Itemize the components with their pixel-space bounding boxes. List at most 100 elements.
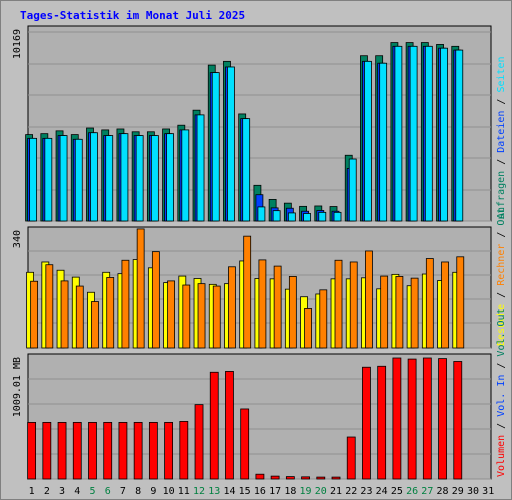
x-tick-label-day-21: 21 <box>330 486 342 497</box>
bar-seiten-day-19 <box>303 213 311 222</box>
legend-out: Out <box>496 208 507 226</box>
bar-rechner-day-13 <box>212 285 221 349</box>
bar-volumen-day-29 <box>453 361 463 480</box>
x-tick-label-day-26: 26 <box>406 486 418 497</box>
x-tick-label-day-20: 20 <box>315 486 327 497</box>
bar-seiten-day-20 <box>318 211 327 222</box>
bar-seiten-day-25 <box>394 45 403 222</box>
legend-besuche: Besuche <box>496 304 507 346</box>
x-tick-label-day-18: 18 <box>284 486 296 497</box>
bar-rechner-day-1 <box>30 280 39 349</box>
legend-text: Anfragen / Dateien / Seiten <box>496 56 507 219</box>
legend-text: Volumen / Vol. In / Vol. Out <box>496 308 507 477</box>
bar-volumen-day-8 <box>133 421 143 480</box>
x-tick-label-day-31: 31 <box>482 486 494 497</box>
bar-volumen-day-10 <box>164 421 173 480</box>
bar-volumen-day-17 <box>270 475 280 480</box>
legend-volumen: Volumen <box>496 435 507 477</box>
x-tick-label-day-17: 17 <box>269 486 281 497</box>
bar-seiten-day-8 <box>135 135 144 222</box>
bar-rechner-day-14 <box>228 266 236 349</box>
legend-anfragen: Anfragen <box>496 171 507 219</box>
bar-rechner-day-5 <box>91 301 99 349</box>
bar-seiten-day-12 <box>196 114 205 222</box>
bar-rechner-day-4 <box>75 285 84 349</box>
x-tick-label-day-30: 30 <box>467 486 479 497</box>
bar-rechner-day-19 <box>304 308 312 349</box>
bar-volumen-day-5 <box>88 421 97 480</box>
bar-volumen-day-13 <box>209 371 219 480</box>
x-tick-label-day-24: 24 <box>376 486 388 497</box>
legend-text: Besuche / Rechner / Out <box>496 208 507 347</box>
bar-rechner-day-25 <box>395 276 404 349</box>
bar-volumen-day-21 <box>331 476 341 480</box>
bar-seiten-day-9 <box>150 135 159 222</box>
bar-volumen-day-16 <box>255 473 265 480</box>
x-tick-label-day-12: 12 <box>193 486 205 497</box>
bar-rechner-day-10 <box>167 280 175 349</box>
x-tick-label-day-29: 29 <box>452 486 464 497</box>
bar-rechner-day-2 <box>45 264 54 349</box>
bar-seiten-day-14 <box>227 66 235 222</box>
bar-seiten-day-13 <box>211 72 220 222</box>
legend-rechner: Rechner <box>496 244 507 286</box>
bar-seiten-day-28 <box>440 47 448 222</box>
x-tick-label-day-9: 9 <box>150 486 156 497</box>
legend-volin: Vol. In <box>496 375 507 417</box>
bar-seiten-day-21 <box>333 211 342 222</box>
bar-seiten-day-18 <box>287 212 296 222</box>
x-tick-label-day-5: 5 <box>89 486 95 497</box>
x-tick-label-day-23: 23 <box>360 486 372 497</box>
bar-volumen-day-28 <box>438 358 447 480</box>
bar-seiten-day-17 <box>272 210 281 222</box>
bar-rechner-day-17 <box>273 265 282 349</box>
bar-seiten-day-23 <box>364 60 372 222</box>
bar-volumen-day-2 <box>42 421 52 480</box>
bar-rechner-day-3 <box>60 280 69 349</box>
bar-volumen-day-4 <box>72 421 82 480</box>
bar-rechner-day-9 <box>151 251 160 349</box>
bar-volumen-day-15 <box>240 408 250 480</box>
bar-volumen-day-23 <box>362 366 371 480</box>
bar-rechner-day-27 <box>425 258 434 349</box>
legend-volout: Vol. Out <box>496 308 507 356</box>
bar-rechner-day-23 <box>365 250 373 349</box>
bar-seiten-day-24 <box>379 62 388 222</box>
bar-rechner-day-20 <box>319 289 328 349</box>
bar-volumen-day-6 <box>103 421 113 480</box>
bar-rechner-day-29 <box>456 256 465 349</box>
bar-rechner-day-6 <box>106 277 115 349</box>
bar-rechner-day-7 <box>121 259 130 349</box>
bar-volumen-day-20 <box>316 476 326 480</box>
x-tick-label-day-28: 28 <box>437 486 449 497</box>
x-tick-label-day-6: 6 <box>105 486 111 497</box>
bar-rechner-day-16 <box>258 259 267 349</box>
bar-volumen-day-14 <box>225 371 234 480</box>
bar-rechner-day-18 <box>288 276 297 349</box>
y-axis-max-label: 10169 <box>12 29 23 59</box>
bar-volumen-day-9 <box>148 421 158 480</box>
bar-rechner-day-28 <box>441 261 449 349</box>
bar-rechner-day-21 <box>334 259 343 349</box>
bar-volumen-day-3 <box>57 421 67 480</box>
right-legend-visits-panel: Besuche / Rechner / Out <box>496 208 507 347</box>
x-tick-label-day-16: 16 <box>254 486 266 497</box>
x-tick-label-day-25: 25 <box>391 486 403 497</box>
bar-seiten-day-27 <box>424 45 433 222</box>
bar-seiten-day-7 <box>120 133 129 222</box>
chart-title: Tages-Statistik im Monat Juli 2025 <box>20 9 246 22</box>
bar-rechner-day-24 <box>380 275 389 349</box>
right-legend-hits-panel: Anfragen / Dateien / Seiten <box>496 56 507 219</box>
bar-volumen-day-18 <box>285 476 295 480</box>
x-tick-label-day-3: 3 <box>59 486 65 497</box>
bar-rechner-day-8 <box>136 228 145 349</box>
bar-volumen-day-24 <box>377 365 387 480</box>
bar-seiten-day-5 <box>90 132 98 222</box>
bar-seiten-day-6 <box>105 135 114 222</box>
x-tick-label-day-27: 27 <box>421 486 433 497</box>
legend-seiten: Seiten <box>496 56 507 92</box>
bar-seiten-day-26 <box>409 45 418 222</box>
bar-volumen-day-12 <box>194 404 204 480</box>
